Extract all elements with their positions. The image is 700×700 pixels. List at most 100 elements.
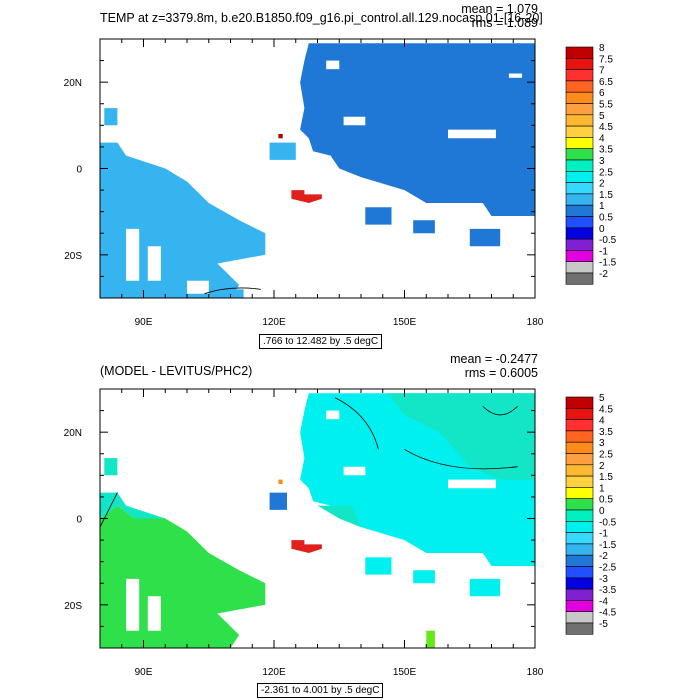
colorbar-label: 6.5 <box>599 77 613 88</box>
colorbar-swatch <box>565 419 594 432</box>
panel2-rms: rms = 0.6005 <box>464 366 538 380</box>
land-gap <box>126 578 140 631</box>
x-tick-label: 180 <box>527 317 544 328</box>
colorbar-swatch <box>565 600 594 613</box>
panel1-colorbar: 87.576.565.554.543.532.521.510.50-0.5-1-… <box>565 43 617 285</box>
colorbar-swatch <box>565 159 594 172</box>
colorbar-swatch <box>565 148 594 161</box>
pacific-subregion <box>317 505 361 528</box>
colorbar-label: 5.5 <box>599 100 613 111</box>
panel2-mean: mean = -0.2477 <box>450 352 538 366</box>
pacific-scrap <box>413 220 435 234</box>
indian-ocean-scrap <box>104 108 118 126</box>
colorbar-swatch <box>565 407 594 420</box>
colorbar-swatch <box>565 577 594 590</box>
indian-ocean-scrap <box>217 289 244 298</box>
colorbar-swatch <box>565 441 594 454</box>
colorbar-swatch <box>565 498 594 511</box>
land-gap <box>343 466 366 476</box>
colorbar-label: 4.5 <box>599 404 613 415</box>
colorbar-swatch <box>565 554 594 567</box>
colorbar-label: 3 <box>599 438 605 449</box>
colorbar-swatch <box>565 464 594 477</box>
x-tick-label: 150E <box>393 667 417 678</box>
colorbar-swatch <box>565 430 594 443</box>
colorbar-label: -1.5 <box>599 258 617 269</box>
x-tick-label: 150E <box>393 317 417 328</box>
land-gap <box>187 280 209 294</box>
contour-line <box>99 492 118 528</box>
y-tick-label: 20N <box>64 428 82 439</box>
land-gap <box>448 479 496 489</box>
colorbar-label: 5 <box>599 393 605 404</box>
panel1-mean: mean = 1.079 <box>461 2 538 16</box>
y-tick-label: 0 <box>76 165 82 176</box>
hotspot-field <box>291 540 322 553</box>
positive-anomaly <box>426 630 435 648</box>
colorbar-swatch <box>565 272 594 285</box>
colorbar-swatch <box>565 171 594 183</box>
colorbar-label: -4 <box>599 596 608 607</box>
colorbar-swatch <box>565 137 594 149</box>
land-gap <box>508 73 522 78</box>
colorbar-label: 3.5 <box>599 427 613 438</box>
colorbar-label: 1.5 <box>599 190 613 201</box>
colorbar-label: 4 <box>599 416 605 427</box>
colorbar-swatch <box>565 396 594 409</box>
colorbar-label: 8 <box>599 43 605 54</box>
colorbar-swatch <box>565 114 594 127</box>
colorbar-swatch <box>565 261 594 274</box>
hotspot-dot <box>278 134 283 139</box>
colorbar-label: -1 <box>599 529 608 540</box>
y-tick-label: 20N <box>64 78 82 89</box>
land-gap <box>126 228 140 281</box>
colorbar-swatch <box>565 103 594 116</box>
colorbar-swatch <box>565 622 594 635</box>
pacific-scrap <box>413 570 435 584</box>
colorbar-label: 1 <box>599 201 605 212</box>
land-gap <box>147 246 161 281</box>
colorbar-label: 2.5 <box>599 167 613 178</box>
colorbar-swatch <box>565 57 594 70</box>
colorbar-label: 2.5 <box>599 450 613 461</box>
pacific-scrap <box>469 578 501 597</box>
land-gap <box>147 596 161 631</box>
colorbar-swatch <box>565 588 594 601</box>
colorbar-swatch <box>565 475 594 488</box>
colorbar-swatch <box>565 566 594 579</box>
contour-line <box>334 397 379 450</box>
x-tick-label: 90E <box>135 667 153 678</box>
indian-ocean-scrap <box>269 142 296 160</box>
colorbar-label: 3 <box>599 156 605 167</box>
colorbar-swatch <box>565 238 594 251</box>
colorbar-label: 0.5 <box>599 213 613 224</box>
land-gap <box>326 410 340 420</box>
colorbar-label: -3.5 <box>599 585 617 596</box>
colorbar-label: 2 <box>599 461 605 472</box>
colorbar-label: 7.5 <box>599 54 613 65</box>
colorbar-label: 1 <box>599 483 605 494</box>
colorbar-swatch <box>565 227 594 240</box>
colorbar-swatch <box>565 487 594 499</box>
colorbar-swatch <box>565 125 594 138</box>
colorbar-label: 0 <box>599 506 605 517</box>
negative-anomaly <box>269 492 287 510</box>
hotspot-field <box>291 190 322 203</box>
colorbar-label: 2 <box>599 179 605 190</box>
colorbar-label: -0.5 <box>599 517 617 528</box>
x-tick-label: 180 <box>527 667 544 678</box>
y-tick-label: 0 <box>76 515 82 526</box>
panel2-contour-caption: -2.361 to 4.001 by .5 degC <box>257 683 384 698</box>
colorbar-swatch <box>565 611 594 624</box>
colorbar-label: -1 <box>599 246 608 257</box>
colorbar-label: 4 <box>599 133 605 144</box>
colorbar-swatch <box>565 91 594 104</box>
colorbar-swatch <box>565 520 594 533</box>
colorbar-label: -0.5 <box>599 235 617 246</box>
x-tick-label: 120E <box>262 667 286 678</box>
colorbar-label: 6 <box>599 88 605 99</box>
panel2-title: (MODEL - LEVITUS/PHC2) <box>100 364 253 378</box>
pacific-scrap <box>365 207 392 225</box>
x-tick-label: 90E <box>135 317 153 328</box>
